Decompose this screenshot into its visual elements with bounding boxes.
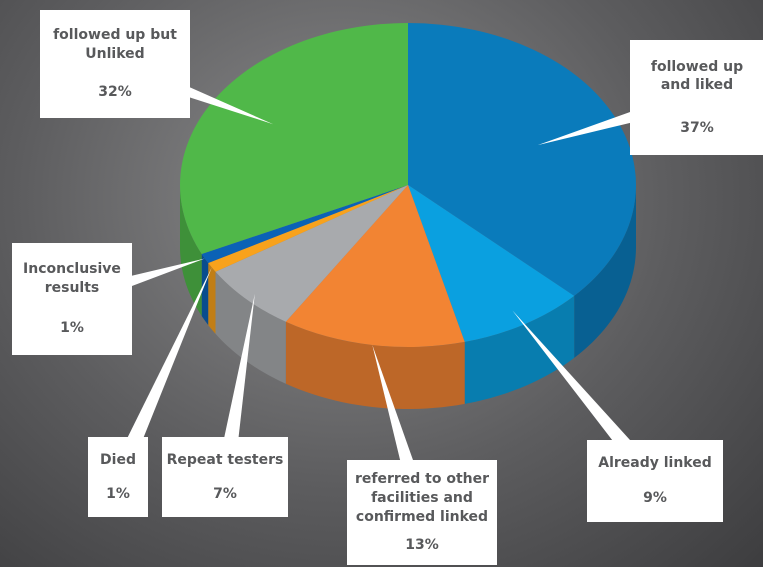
data-label: Inconclusive results 1% [12, 243, 132, 355]
data-label: followed up but Unliked 32% [40, 10, 190, 118]
slice [408, 23, 636, 296]
slice [208, 185, 408, 272]
slice-side [285, 321, 465, 409]
label-value: 1% [60, 320, 84, 337]
label-value: 1% [106, 485, 130, 502]
data-label: Repeat testers 7% [162, 437, 288, 517]
label-category: followed up but Unliked [53, 26, 177, 62]
slice-side [464, 295, 575, 404]
label-value: 13% [405, 536, 439, 553]
slice-side [574, 185, 636, 358]
slice [215, 185, 408, 322]
slice [179, 23, 408, 254]
callout [109, 267, 212, 481]
label-category: Inconclusive results [23, 260, 121, 296]
label-category: Repeat testers [166, 451, 284, 468]
data-label: referred to other facilities and confirm… [347, 460, 497, 565]
slice-side [180, 185, 202, 316]
slice-side [208, 263, 216, 334]
slice [201, 185, 408, 264]
slice-side [201, 253, 209, 326]
label-category: followed up and liked [650, 58, 744, 94]
label-value: 32% [98, 84, 132, 101]
callout [216, 293, 255, 479]
label-value: 9% [643, 490, 667, 507]
label-category: referred to other facilities and confirm… [354, 471, 490, 526]
label-value: 37% [680, 119, 714, 136]
label-category: Died [100, 451, 136, 468]
data-label: Already linked 9% [587, 440, 723, 522]
label-value: 7% [213, 485, 237, 502]
data-label: Died 1% [88, 437, 148, 517]
slice [408, 185, 575, 342]
data-label: followed up and liked 37% [630, 40, 763, 155]
label-category: Already linked [598, 455, 712, 472]
slice [285, 185, 465, 348]
